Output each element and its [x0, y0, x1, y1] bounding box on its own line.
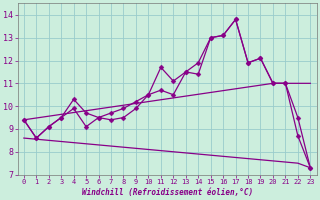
- X-axis label: Windchill (Refroidissement éolien,°C): Windchill (Refroidissement éolien,°C): [82, 188, 253, 197]
